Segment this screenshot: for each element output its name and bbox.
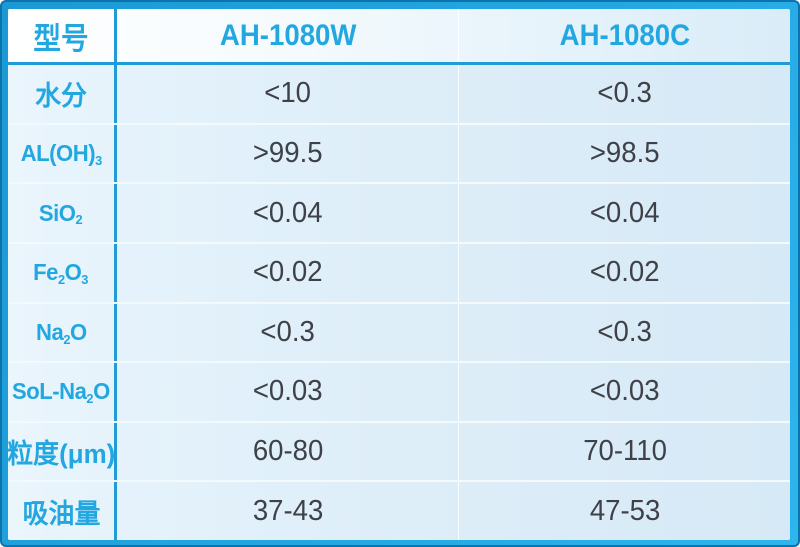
table-row: AL(OH)3 >99.5 >98.5	[8, 122, 790, 183]
value-text: <0.03	[252, 375, 323, 408]
value-text: <0.02	[589, 256, 660, 289]
value-cell-sol-na2o-AH-1080W: <0.03	[117, 363, 458, 421]
value-cell-moisture-AH-1080W: <10	[117, 65, 458, 123]
value-text: >99.5	[252, 136, 323, 169]
row-label-al-oh-3: AL(OH)3	[8, 124, 117, 183]
value-text: <0.04	[589, 196, 660, 229]
header-cell-ah1080c: AH-1080C	[458, 9, 790, 62]
table-row: 水分 <10 <0.3	[8, 65, 790, 123]
table-row: Fe2O3 <0.02 <0.02	[8, 241, 790, 302]
value-text: <0.3	[260, 315, 315, 348]
table-row: 粒度(μm) 60-80 70-110	[8, 420, 790, 481]
row-label-sio2: SiO2	[8, 184, 117, 242]
header-model-label: 型号	[33, 22, 89, 56]
value-text: 70-110	[582, 435, 667, 468]
table-header-row: 型号 AH-1080W AH-1080C	[8, 9, 790, 65]
value-cell-sio2-AH-1080C: <0.04	[458, 184, 790, 242]
value-cell-al-oh-3-AH-1080C: >98.5	[458, 124, 790, 183]
value-cell-oil-absorption-AH-1080W: 37-43	[117, 482, 458, 540]
value-text: <0.3	[597, 77, 652, 110]
value-text: <0.3	[597, 315, 652, 348]
value-cell-fe2o3-AH-1080W: <0.02	[117, 244, 458, 302]
value-text: <0.03	[589, 375, 660, 408]
row-label-na2o: Na2O	[8, 303, 117, 362]
value-cell-sio2-AH-1080W: <0.04	[117, 184, 458, 242]
value-cell-al-oh-3-AH-1080W: >99.5	[117, 125, 458, 183]
value-text: <0.02	[252, 256, 323, 289]
row-label-particle-size: 粒度(μm)	[8, 422, 117, 481]
value-text: <10	[264, 77, 312, 110]
table-row: SiO2 <0.04 <0.04	[8, 182, 790, 242]
row-label-moisture: 水分	[8, 65, 117, 123]
value-cell-oil-absorption-AH-1080C: 47-53	[458, 482, 790, 540]
value-cell-fe2o3-AH-1080C: <0.02	[458, 243, 790, 302]
spec-table: 型号 AH-1080W AH-1080C 水分 <10 <0.3 AL(OH)3 >99…	[8, 9, 790, 540]
value-text: 60-80	[252, 435, 323, 468]
value-cell-moisture-AH-1080C: <0.3	[458, 65, 790, 123]
table-body: 水分 <10 <0.3 AL(OH)3 >99.5 >98.5 SiO2 <0.04 <0.04…	[8, 65, 790, 540]
table-row: Na2O <0.3 <0.3	[8, 301, 790, 362]
value-text: 37-43	[252, 494, 323, 527]
value-cell-sol-na2o-AH-1080C: <0.03	[458, 363, 790, 421]
value-cell-particle-size-AH-1080W: 60-80	[117, 423, 458, 481]
row-label-sol-na2o: SoL-Na2O	[8, 363, 117, 421]
value-text: <0.04	[252, 196, 323, 229]
row-label-fe2o3: Fe2O3	[8, 243, 117, 302]
value-cell-na2o-AH-1080C: <0.3	[458, 303, 790, 362]
header-cell-ah1080w: AH-1080W	[117, 9, 458, 62]
header-column-label: AH-1080W	[219, 18, 356, 52]
table-row: SoL-Na2O <0.03 <0.03	[8, 361, 790, 421]
table-row: 吸油量 37-43 47-53	[8, 480, 790, 540]
value-text: 47-53	[589, 494, 660, 527]
value-cell-particle-size-AH-1080C: 70-110	[458, 422, 790, 481]
value-cell-na2o-AH-1080W: <0.3	[117, 304, 458, 362]
header-cell-model: 型号	[8, 9, 117, 62]
header-column-label: AH-1080C	[559, 18, 690, 52]
value-text: >98.5	[589, 136, 660, 169]
row-label-oil-absorption: 吸油量	[8, 482, 117, 540]
